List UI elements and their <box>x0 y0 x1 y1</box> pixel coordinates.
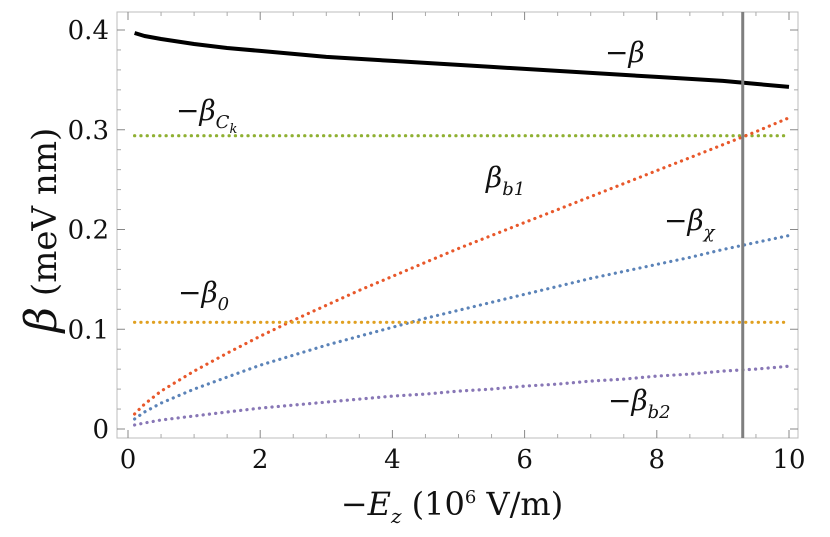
x-tick-label: 4 <box>384 445 401 475</box>
y-tick-label: 0 <box>92 415 109 445</box>
curve-labels: −β −βCk βb1 −βχ −β0 −βb2 <box>176 36 716 423</box>
curve-label-−βCk: −βCk <box>176 94 237 137</box>
plot-frame <box>116 11 799 439</box>
curve-label-−β0: −β0 <box>178 276 229 315</box>
curve-label-−βχ: −βχ <box>664 204 716 243</box>
x-tick-label: 0 <box>120 445 137 475</box>
y-tick-label: 0.1 <box>68 315 109 345</box>
y-tick-label: 0.2 <box>68 216 109 246</box>
axis-ticks: 0 2 4 6 8 10 0 0.1 0.2 0.3 0.4 <box>68 12 806 475</box>
y-axis-title: β (meV nm) <box>16 128 67 335</box>
plot-border <box>116 11 799 439</box>
axis-titles: −Ez (106 V/m) β (meV nm) <box>16 128 563 528</box>
x-axis-title: −Ez (106 V/m) <box>341 485 563 528</box>
y-tick-label: 0.4 <box>68 16 109 46</box>
curve-label-βb1: βb1 <box>485 161 525 200</box>
x-tick-label: 2 <box>252 445 269 475</box>
curve-label-−βb2: −βb2 <box>608 384 671 423</box>
series-line-−β <box>134 31 790 89</box>
x-tick-label: 8 <box>649 445 666 475</box>
y-tick-label: 0.3 <box>68 116 109 146</box>
x-tick-label: 6 <box>516 445 533 475</box>
curve-label-−β: −β <box>605 36 645 69</box>
series-layer <box>133 31 791 427</box>
series-line-βb1 <box>133 116 791 416</box>
series-line-−βb2 <box>133 364 791 427</box>
x-tick-label: 10 <box>772 445 805 475</box>
